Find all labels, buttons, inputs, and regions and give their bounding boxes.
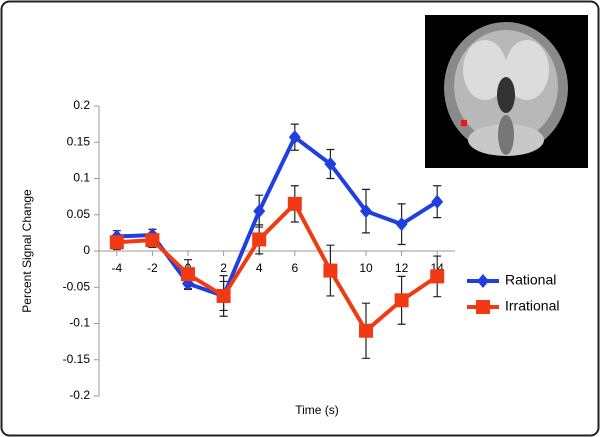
marker [395,217,408,232]
y-tick-label: 0.15 [67,134,91,148]
marker [431,194,444,209]
marker [288,130,301,145]
y-tick-label: -0.15 [63,352,91,366]
marker [324,157,337,171]
x-tick-label: 4 [256,261,263,275]
y-tick-label: -0.05 [63,279,91,293]
y-tick-label: 0.05 [67,207,91,221]
marker [109,235,124,250]
brain-inset [425,15,588,168]
x-tick-label: 12 [395,261,409,275]
y-axis-title: Percent Signal Change [20,189,34,313]
legend-label: Irrational [505,298,559,314]
x-axis-title: Time (s) [295,403,339,417]
marker [216,288,231,303]
marker [323,263,338,278]
marker [359,323,373,338]
legend-marker [476,300,490,314]
marker [145,233,160,248]
series-line [116,200,439,334]
marker [430,269,445,284]
x-tick-label: -2 [147,261,158,275]
marker [253,204,266,219]
y-tick-label: 0.2 [73,98,90,112]
marker [360,204,372,219]
y-tick-label: -0.2 [69,388,90,402]
marker [394,293,409,308]
marker [287,196,302,211]
legend-label: Rational [505,272,556,288]
x-tick-label: 10 [359,261,373,275]
marker [252,232,267,247]
y-tick-label: 0 [83,243,90,257]
x-tick-label: -4 [111,261,122,275]
y-tick-label: -0.1 [69,316,90,330]
marker [181,267,195,282]
legend-marker [477,274,489,288]
x-tick-label: 6 [291,261,298,275]
y-tick-label: 0.1 [73,171,90,185]
x-tick-label: 2 [220,261,227,275]
